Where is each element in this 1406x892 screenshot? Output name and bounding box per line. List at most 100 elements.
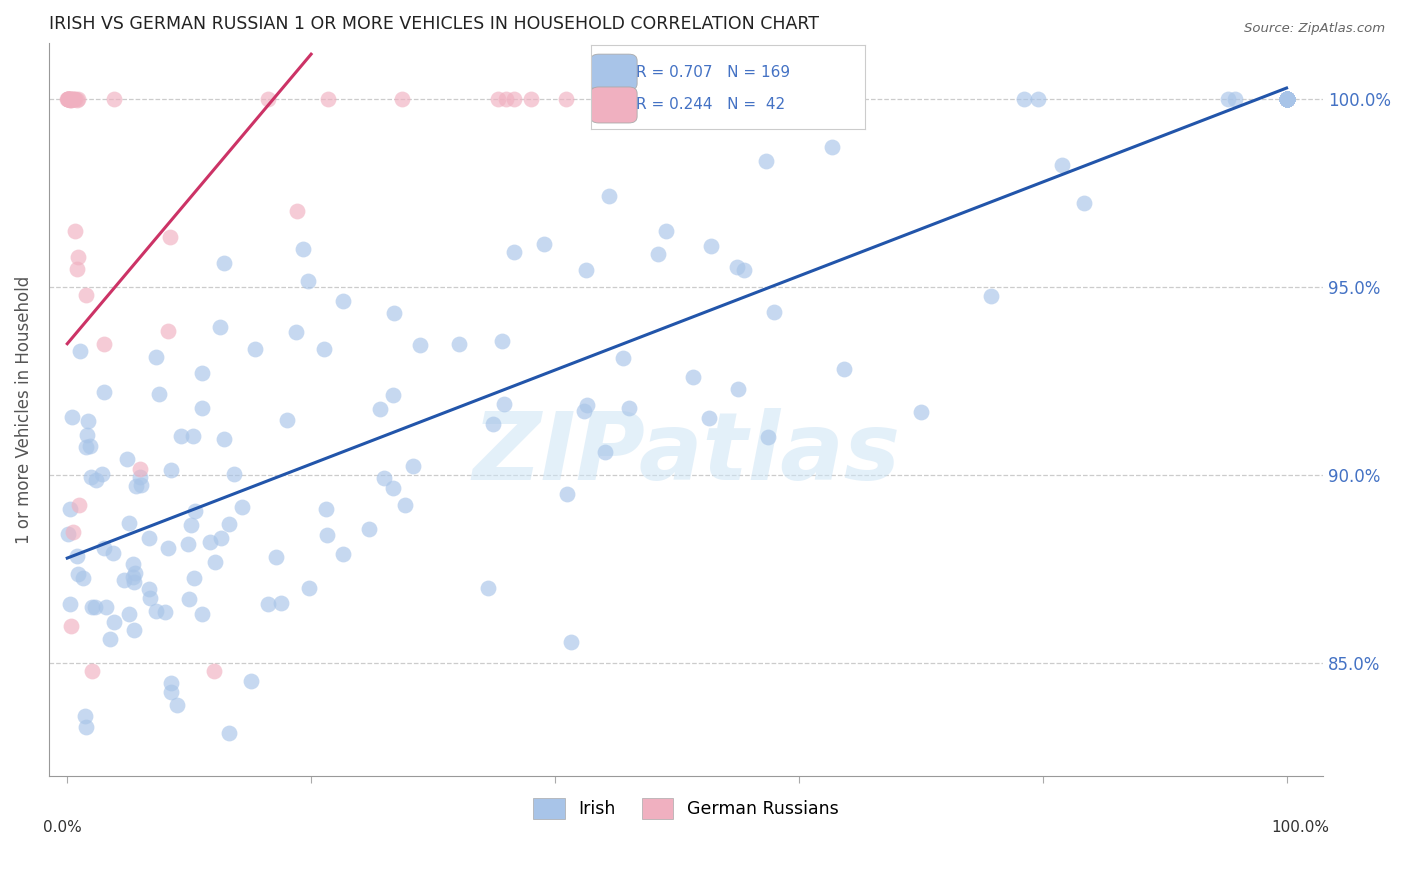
Point: [1216, 92, 1239, 106]
Point: [190, 366, 212, 380]
Point: [617, 401, 640, 416]
Point: [332, 294, 354, 309]
Text: ZIPatlas: ZIPatlas: [472, 408, 900, 500]
Point: [59, 93, 82, 107]
Point: [198, 534, 221, 549]
Point: [62, 524, 84, 539]
Legend: Irish, German Russians: Irish, German Russians: [526, 791, 846, 826]
Point: [122, 623, 145, 637]
Point: [641, 92, 664, 106]
Point: [148, 387, 170, 401]
Point: [145, 604, 167, 618]
Point: [1275, 92, 1298, 106]
Point: [159, 676, 181, 690]
Point: [156, 541, 179, 556]
Point: [1275, 92, 1298, 106]
Point: [270, 596, 292, 610]
Point: [63, 224, 86, 238]
Point: [266, 549, 288, 564]
Point: [657, 92, 679, 106]
Point: [980, 289, 1002, 303]
Point: [910, 405, 932, 419]
Point: [181, 429, 204, 443]
Point: [1275, 92, 1298, 106]
Point: [297, 274, 319, 288]
Point: [1275, 92, 1298, 106]
Point: [155, 605, 177, 619]
Y-axis label: 1 or more Vehicles in Household: 1 or more Vehicles in Household: [15, 276, 32, 543]
Point: [725, 260, 748, 275]
Point: [727, 382, 749, 396]
Point: [214, 432, 236, 446]
Point: [318, 92, 340, 106]
Point: [129, 477, 152, 491]
Point: [56, 92, 79, 106]
Point: [240, 674, 263, 689]
Point: [231, 500, 253, 514]
Point: [204, 555, 226, 569]
Point: [56, 92, 79, 106]
FancyBboxPatch shape: [591, 87, 637, 123]
Point: [157, 324, 180, 338]
Point: [79, 439, 101, 453]
Point: [209, 531, 232, 545]
Point: [1275, 92, 1298, 106]
Point: [555, 92, 578, 106]
Point: [1275, 92, 1298, 106]
Point: [218, 517, 240, 532]
Point: [314, 342, 336, 356]
Point: [62, 92, 84, 106]
Point: [243, 343, 266, 357]
Text: R = 0.707   N = 169: R = 0.707 N = 169: [636, 64, 790, 79]
Point: [177, 536, 200, 550]
Point: [139, 591, 162, 605]
Point: [682, 369, 704, 384]
Point: [76, 414, 98, 428]
Point: [593, 445, 616, 459]
Point: [1275, 92, 1298, 106]
Point: [495, 92, 517, 106]
Point: [58, 92, 80, 106]
Point: [315, 502, 337, 516]
Point: [409, 338, 432, 352]
Point: [297, 581, 319, 595]
Point: [80, 470, 103, 484]
Point: [700, 238, 723, 252]
Point: [212, 256, 235, 270]
Point: [572, 404, 595, 418]
Point: [86, 473, 108, 487]
Point: [90, 467, 112, 482]
Point: [533, 236, 555, 251]
Point: [447, 336, 470, 351]
Point: [575, 398, 598, 412]
Point: [138, 531, 160, 545]
Point: [1275, 92, 1298, 106]
Point: [69, 499, 91, 513]
Text: 100.0%: 100.0%: [1271, 820, 1330, 835]
Point: [382, 306, 405, 320]
Point: [122, 574, 145, 589]
Point: [1275, 92, 1298, 106]
Point: [93, 336, 115, 351]
Point: [93, 541, 115, 555]
Point: [103, 545, 125, 559]
Point: [1223, 92, 1246, 106]
Point: [62, 410, 84, 425]
Point: [491, 334, 513, 348]
Point: [66, 93, 89, 107]
Point: [1275, 92, 1298, 106]
Point: [129, 470, 152, 484]
Point: [179, 592, 201, 607]
Point: [1275, 92, 1298, 106]
Point: [477, 581, 499, 595]
Point: [59, 92, 82, 106]
Point: [94, 600, 117, 615]
Point: [1050, 158, 1073, 172]
Point: [184, 504, 207, 518]
Point: [555, 487, 578, 501]
Point: [166, 698, 188, 713]
Point: [1275, 92, 1298, 106]
Point: [756, 430, 779, 444]
Point: [821, 139, 844, 153]
Point: [257, 597, 280, 611]
